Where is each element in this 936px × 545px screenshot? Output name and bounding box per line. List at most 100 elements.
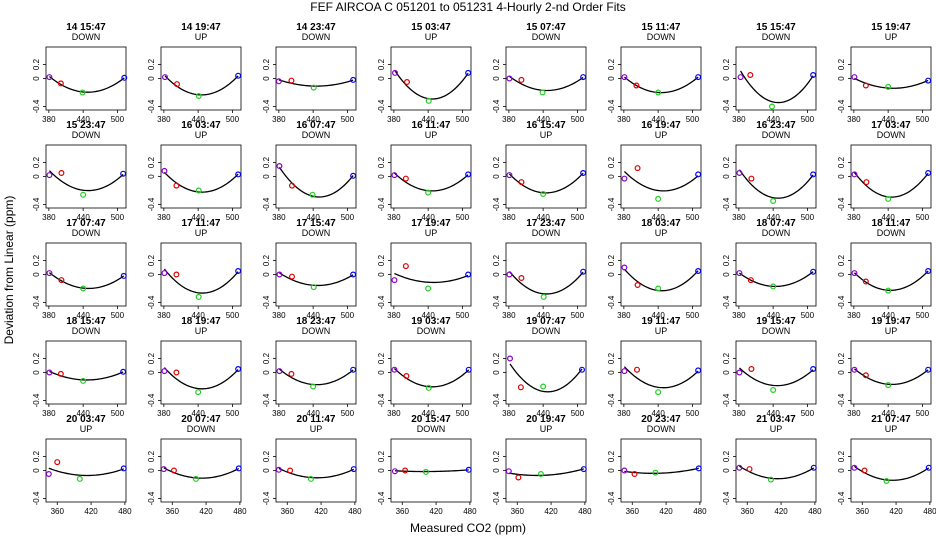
fit-curve — [739, 465, 815, 480]
data-point — [862, 82, 869, 89]
y-tick-label: -0.4 — [262, 393, 271, 407]
x-tick-label: 440 — [421, 115, 435, 124]
panel-title: 17 19:47 — [411, 218, 451, 229]
data-point — [810, 366, 817, 373]
x-tick-label: 480 — [578, 507, 592, 516]
fit-curve — [623, 171, 699, 192]
data-point — [736, 464, 743, 471]
data-point — [120, 272, 127, 279]
data-point — [885, 83, 892, 90]
x-tick-label: 440 — [536, 311, 550, 320]
data-point — [851, 171, 858, 178]
y-tick-label: 0.2 — [32, 156, 41, 168]
panel-title: 19 03:47 — [411, 316, 451, 327]
data-point — [465, 171, 472, 178]
y-tick-label: -0.4 — [32, 393, 41, 407]
x-tick-label: 380 — [502, 213, 516, 222]
panel-title: 19 15:47 — [756, 316, 796, 327]
y-tick-label: 0 — [147, 76, 156, 81]
panel-direction-label: DOWN — [302, 326, 331, 336]
y-tick-label: 0.2 — [722, 58, 731, 70]
data-point — [350, 466, 357, 473]
y-tick-label: 0 — [147, 174, 156, 179]
y-tick-label: 0.2 — [262, 450, 271, 462]
x-tick-label: 380 — [617, 213, 631, 222]
data-point — [162, 74, 169, 81]
y-tick-label: 0 — [147, 468, 156, 473]
x-tick-label: 440 — [536, 409, 550, 418]
data-point — [851, 270, 858, 277]
data-point — [539, 89, 546, 96]
y-tick-label: 0 — [492, 272, 501, 277]
panel-direction-label: DOWN — [302, 130, 331, 140]
data-point — [634, 165, 641, 172]
data-point — [120, 170, 127, 177]
panel-title: 17 23:47 — [526, 218, 566, 229]
data-point — [391, 366, 398, 373]
data-point — [695, 171, 702, 178]
data-point — [621, 264, 628, 271]
panel-direction-label: DOWN — [532, 326, 561, 336]
fit-curve — [508, 271, 584, 295]
panel-frame — [275, 242, 357, 307]
x-tick-label: 420 — [199, 507, 213, 516]
x-tick-label: 440 — [191, 311, 205, 320]
x-tick-label: 500 — [111, 213, 125, 222]
data-point — [287, 467, 294, 474]
x-tick-label: 480 — [808, 507, 822, 516]
data-point — [810, 268, 817, 275]
panel-direction-label: UP — [425, 32, 438, 42]
data-point — [46, 270, 53, 277]
y-tick-label: -0.4 — [262, 99, 271, 113]
x-tick-label: 500 — [686, 409, 700, 418]
y-tick-label: 0.2 — [607, 58, 616, 70]
x-tick-label: 500 — [571, 311, 585, 320]
fit-curve — [740, 70, 814, 104]
y-tick-label: -0.4 — [837, 99, 846, 113]
x-tick-label: 500 — [571, 115, 585, 124]
y-tick-label: -0.4 — [722, 99, 731, 113]
data-point — [58, 277, 65, 284]
panel-direction-label: UP — [540, 130, 553, 140]
x-tick-label: 440 — [306, 115, 320, 124]
panel-direction-label: DOWN — [532, 228, 561, 238]
fit-curve — [624, 467, 699, 474]
y-tick-label: 0 — [32, 370, 41, 375]
panel-title: 15 23:47 — [66, 120, 106, 131]
y-tick-label: -0.4 — [492, 491, 501, 505]
fit-curve — [163, 268, 239, 294]
fit-curve — [738, 367, 814, 387]
data-point — [540, 293, 547, 300]
panel-direction-label: DOWN — [72, 326, 101, 336]
panel-title: 18 15:47 — [66, 316, 106, 327]
data-point — [505, 468, 512, 475]
x-tick-label: 380 — [617, 409, 631, 418]
panel-direction-label: UP — [770, 424, 783, 434]
y-tick-label: 0 — [607, 174, 616, 179]
y-tick-label: 0 — [262, 174, 271, 179]
panel-direction-label: UP — [655, 130, 668, 140]
fit-curve — [394, 469, 469, 473]
panel-frame — [850, 46, 932, 111]
fit-curve — [624, 76, 699, 94]
panel-direction-label: DOWN — [877, 228, 906, 238]
data-point — [810, 71, 817, 78]
panel-frame — [735, 46, 817, 111]
y-tick-label: 0.2 — [32, 450, 41, 462]
data-point — [885, 287, 892, 294]
x-tick-label: 500 — [226, 409, 240, 418]
x-tick-label: 440 — [881, 311, 895, 320]
panel-title: 20 03:47 — [66, 414, 106, 425]
y-tick-label: 0.2 — [722, 254, 731, 266]
y-tick-label: -0.4 — [377, 393, 386, 407]
